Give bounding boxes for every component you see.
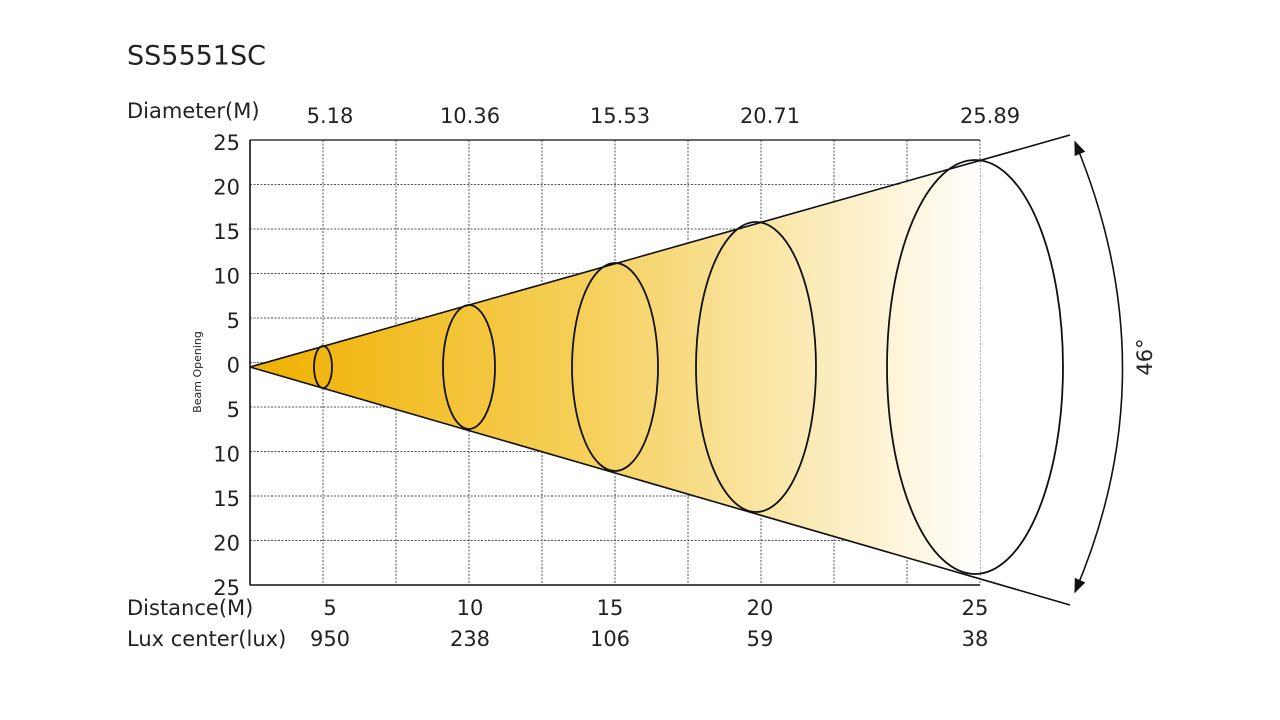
y-tick-label: 10 [213, 265, 240, 289]
title: SS5551SC [127, 41, 266, 72]
y-tick-label: 5 [227, 398, 240, 422]
lux-value: 950 [310, 627, 350, 651]
y-tick-label: 5 [227, 309, 240, 333]
y-tick-label: 15 [213, 487, 240, 511]
beam-circle [695, 221, 817, 513]
diameter-label: Diameter(M) [127, 99, 260, 123]
distance-value: 15 [597, 596, 624, 620]
beam-edge [249, 134, 1071, 368]
beam-axis-label: Beam Opening [191, 331, 204, 413]
distance-value: 5 [323, 596, 336, 620]
beam-circles [313, 159, 1064, 575]
lux-label: Lux center(lux) [127, 627, 286, 651]
lux-value: 106 [590, 627, 630, 651]
diameter-value: 5.18 [307, 104, 354, 128]
y-tick-label: 20 [213, 532, 240, 556]
beam-cone [250, 162, 980, 578]
distance-value: 10 [457, 596, 484, 620]
distance-value: 20 [747, 596, 774, 620]
y-tick-label: 10 [213, 443, 240, 467]
lux-value: 38 [962, 627, 989, 651]
beam-circle [313, 345, 333, 389]
lux-value: 238 [450, 627, 490, 651]
beam-circle [886, 159, 1064, 575]
y-tick-label: 25 [213, 131, 240, 155]
diameter-value: 10.36 [440, 104, 500, 128]
beam-edge [249, 366, 1071, 606]
diameter-value: 15.53 [590, 104, 650, 128]
distance-value: 25 [962, 596, 989, 620]
y-tick-label: 0 [227, 354, 240, 378]
y-tick-label: 25 [213, 576, 240, 600]
y-tick-label: 15 [213, 220, 240, 244]
angle-label: 46° [1133, 338, 1157, 375]
beam-circle [442, 304, 496, 430]
diameter-value: 25.89 [960, 104, 1020, 128]
angle-arc [1074, 140, 1124, 594]
distance-label: Distance(M) [127, 596, 253, 620]
diameter-value: 20.71 [740, 104, 800, 128]
beam-circle [571, 262, 659, 472]
lux-value: 59 [747, 627, 774, 651]
y-tick-label: 20 [213, 176, 240, 200]
